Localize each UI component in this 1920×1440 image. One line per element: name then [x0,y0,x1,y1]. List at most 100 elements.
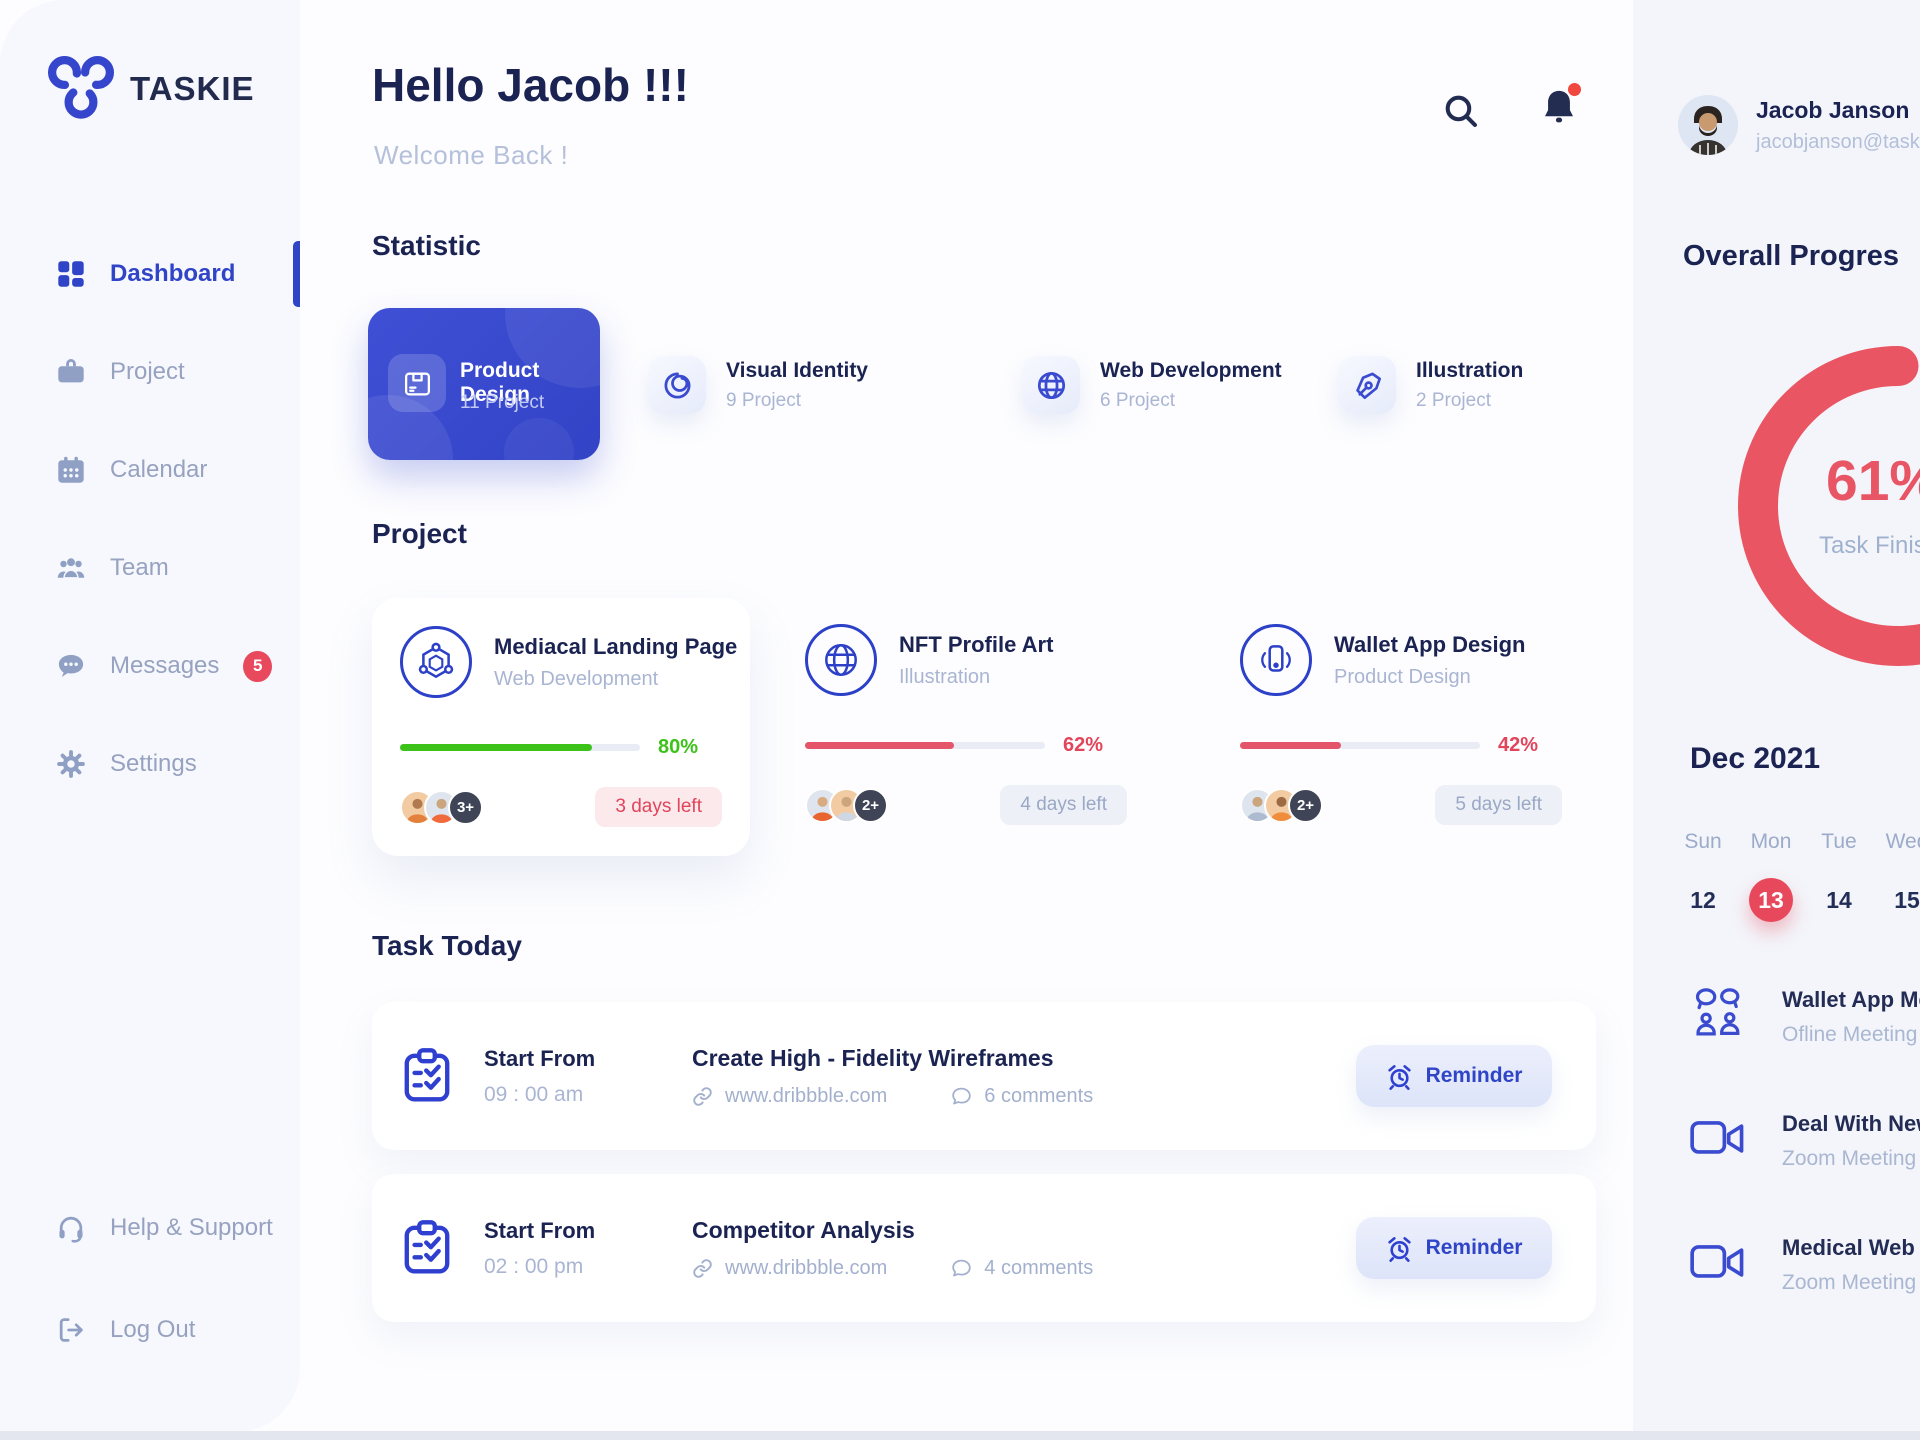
card-decoration [504,418,574,460]
stat-title: Visual Identity [726,358,868,382]
search-button[interactable] [1442,92,1480,130]
progress-row: 62% [805,734,1127,757]
progress-percent: 62% [1063,734,1104,756]
globe-icon [805,624,877,696]
project-title: Mediacal Landing Page [494,633,738,659]
reminder-button[interactable]: Reminder [1356,1217,1552,1279]
meeting-title: Wallet App Mee [1782,987,1920,1012]
sidebar-item-label: Settings [110,750,197,777]
project-card-nft[interactable]: NFT Profile Art Illustration 62% 2+ 4 da… [805,624,1127,825]
calendar-month: Dec 2021 [1690,742,1821,775]
meeting-item[interactable]: Deal With New Zoom Meeting [1690,1109,1920,1171]
sidebar-item-project[interactable]: Project [0,348,300,396]
app-name: TASKIE [130,70,255,107]
days-left-badge: 3 days left [595,787,722,827]
sidebar-item-team[interactable]: Team [0,544,300,592]
day-number: 13 [1749,878,1793,922]
progress-percent: 80% [658,736,699,758]
package-icon [388,354,446,412]
chat-icon [56,651,86,681]
start-from-label: Start From [484,1217,596,1243]
link-icon [693,1086,712,1106]
main-content: Hello Jacob !!! Welcome Back ! Statistic… [300,0,1633,1432]
meeting-type: Zoom Meeting [1782,1271,1917,1294]
right-panel: Jacob Janson jacobjanson@task Overall Pr… [1633,0,1920,1432]
progress-fill [1240,742,1341,749]
task-time: 02 : 00 pm [484,1254,584,1278]
calendar-day[interactable]: Wed 15 [1873,830,1920,922]
start-from-label: Start From [484,1045,596,1071]
sidebar-item-help-support[interactable]: Help & Support [0,1204,300,1252]
meeting-item[interactable]: Medical Web M Zoom Meeting [1690,1233,1920,1295]
overall-progress-caption: Task Finis [1819,532,1920,559]
stat-card-visual-identity[interactable]: Visual Identity 9 Project [648,356,868,414]
calendar-day[interactable]: Sun 12 [1669,830,1737,922]
clipboard-icon [402,1048,452,1104]
project-row: Mediacal Landing Page Web Development 80… [300,598,1633,860]
day-number: 12 [1690,886,1716,913]
meeting-title: Deal With New [1782,1111,1920,1136]
task-link-text: www.dribbble.com [725,1084,888,1107]
project-category: Product Design [1334,665,1471,688]
bell-icon [1545,90,1573,123]
profile-email: jacobjanson@task [1756,130,1920,153]
sidebar-item-calendar[interactable]: Calendar [0,446,300,494]
task-comments[interactable]: 6 comments [951,1085,1093,1108]
overall-progress-value: 61% [1826,449,1920,513]
member-avatars: 2+ [1240,787,1323,823]
sidebar-item-messages[interactable]: Messages 5 [0,642,300,690]
task-comments-text: 6 comments [984,1084,1094,1107]
sidebar-item-label: Calendar [110,456,208,483]
project-title: Wallet App Design [1334,631,1526,657]
task-row[interactable]: Start From 09 : 00 am Create High - Fide… [372,1002,1596,1150]
task-link[interactable]: www.dribbble.com [692,1257,887,1280]
project-card-wallet[interactable]: Wallet App Design Product Design 42% 2+ … [1240,624,1562,825]
sidebar-item-logout[interactable]: Log Out [0,1306,300,1354]
days-left-badge: 5 days left [1435,785,1562,825]
sidebar-nav: Dashboard Project Calendar Team [0,241,300,838]
day-name: Wed [1885,830,1920,853]
calendar-day[interactable]: Tue 14 [1805,830,1873,922]
day-name: Mon [1750,830,1792,853]
member-avatars: 3+ [400,789,483,825]
member-avatars: 2+ [805,787,888,823]
task-comments[interactable]: 4 comments [951,1257,1093,1280]
reminder-button[interactable]: Reminder [1356,1045,1552,1107]
alarm-icon [1387,1236,1411,1262]
team-icon [56,553,86,583]
briefcase-icon [56,357,86,387]
meeting-list: Wallet App Mee Ofline Meeting Deal With … [1690,985,1920,1357]
stat-card-product-design[interactable]: Product Design 11 Project [368,308,600,460]
page-title: Hello Jacob !!! [372,59,689,111]
sidebar-item-label: Help & Support [110,1214,273,1241]
stat-card-web-development[interactable]: Web Development 6 Project [1022,356,1282,414]
calendar-icon [56,455,86,485]
molecule-icon [400,626,472,698]
project-head: Wallet App Design Product Design [1240,624,1562,696]
user-profile[interactable]: Jacob Janson jacobjanson@task [1678,95,1920,155]
task-row[interactable]: Start From 02 : 00 pm Competitor Analysi… [372,1174,1596,1322]
stat-title: Illustration [1416,358,1524,382]
meeting-type: Zoom Meeting [1782,1147,1917,1170]
day-number: 15 [1894,886,1920,913]
stat-title: Web Development [1100,358,1282,382]
comment-icon [952,1259,971,1276]
gear-icon [56,749,86,779]
meeting-item[interactable]: Wallet App Mee Ofline Meeting [1690,985,1920,1047]
dashboard-icon [56,259,86,289]
calendar-day-selected[interactable]: Mon 13 [1737,830,1805,922]
sidebar-item-label: Project [110,358,185,385]
stat-count: 6 Project [1100,389,1175,411]
sidebar-item-settings[interactable]: Settings [0,740,300,788]
swirl-icon [648,356,706,414]
overall-progress-heading: Overall Progres [1683,240,1899,272]
calendar-strip: Sun 12 Mon 13 Tue 14 Wed 15 [1669,830,1920,922]
task-link[interactable]: www.dribbble.com [692,1085,887,1108]
stat-card-illustration[interactable]: Illustration 2 Project [1338,356,1523,414]
overall-progress-ring [1738,346,1920,666]
group-chat-icon [1690,985,1748,1043]
sidebar-item-dashboard[interactable]: Dashboard [0,241,300,307]
notifications-button[interactable] [1538,83,1581,130]
project-card-mediacal[interactable]: Mediacal Landing Page Web Development 80… [372,598,750,856]
